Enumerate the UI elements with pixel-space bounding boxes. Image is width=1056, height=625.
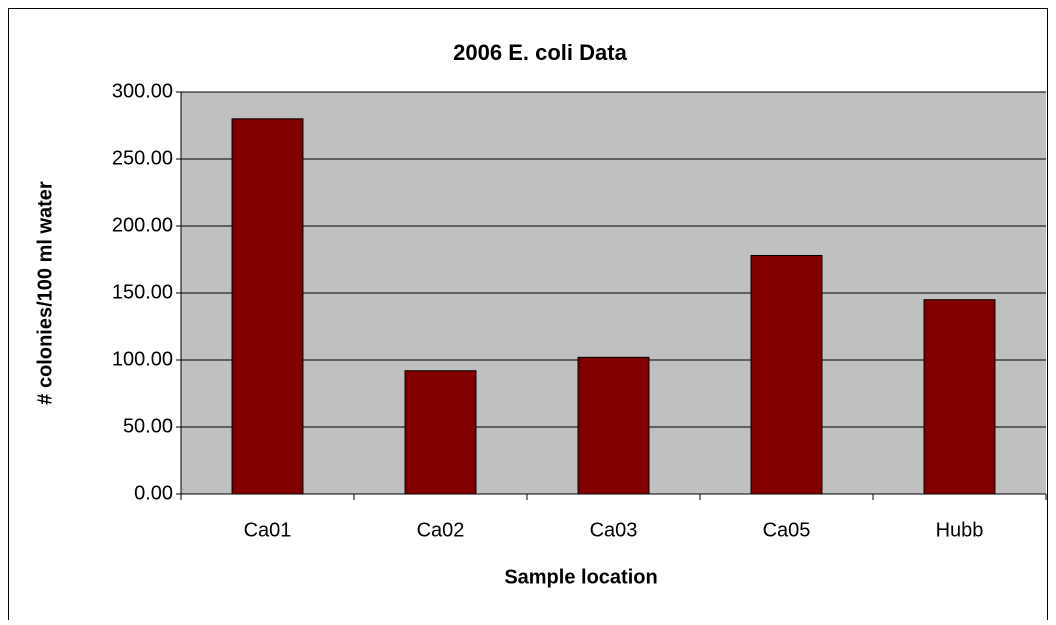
x-tick-label: Ca02: [417, 519, 465, 541]
y-axis-title: # colonies/100 ml water: [34, 181, 56, 405]
bar: [404, 370, 477, 495]
y-tick-label: 200.00: [112, 214, 173, 236]
x-tick-label: Ca01: [244, 519, 292, 541]
x-tick-label: Hubb: [936, 519, 984, 541]
y-tick-label: 100.00: [112, 348, 173, 370]
bar: [923, 299, 996, 495]
y-tick-label: 50.00: [123, 415, 173, 437]
y-tick-label: 150.00: [112, 281, 173, 303]
chart-title: 2006 E. coli Data: [453, 40, 627, 65]
x-tick-label: Ca05: [763, 519, 811, 541]
bar: [577, 356, 650, 495]
y-tick-label: 0.00: [134, 482, 173, 504]
y-tick-label: 300.00: [112, 80, 173, 102]
bar: [750, 254, 823, 495]
x-axis-title: Sample location: [504, 566, 657, 588]
y-tick-label: 250.00: [112, 147, 173, 169]
bar: [231, 118, 304, 495]
x-tick-label: Ca03: [590, 519, 638, 541]
